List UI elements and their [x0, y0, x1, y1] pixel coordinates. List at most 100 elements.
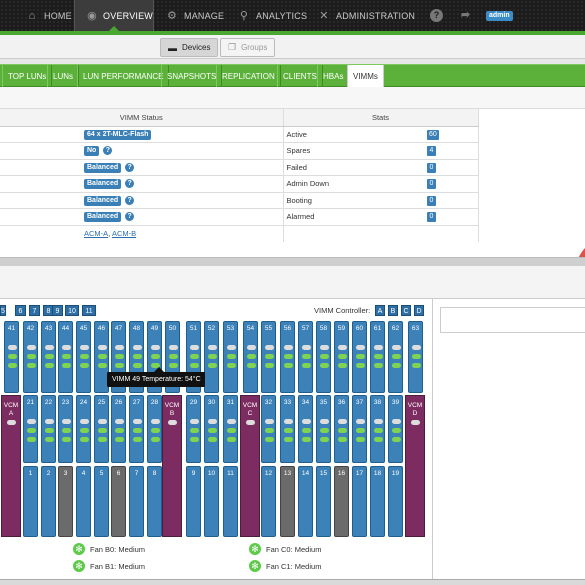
vimm-slot[interactable]: 22 [41, 395, 56, 463]
controller-c-button[interactable]: C [401, 305, 411, 316]
vimm-slot[interactable]: 4 [76, 466, 91, 537]
help-icon[interactable]: ? [125, 162, 135, 172]
tab-lun-performance[interactable]: LUN PERFORMANCE [77, 65, 170, 87]
vimm-slot[interactable]: 34 [298, 395, 313, 463]
vimm-slot[interactable]: 13 [280, 466, 295, 537]
vimm-slot[interactable]: 21 [23, 395, 38, 463]
controller-d-button[interactable]: D [414, 305, 424, 316]
vimm-slot[interactable]: 16 [334, 466, 349, 537]
vimm-slot[interactable]: 30 [204, 395, 219, 463]
vimm-slot[interactable]: 46 [94, 321, 109, 393]
controller-a-button[interactable]: A [375, 305, 385, 316]
tab-clients[interactable]: CLIENTS [277, 65, 323, 87]
tab-hbas[interactable]: HBAs [317, 65, 350, 87]
vimm-slot[interactable]: 52 [204, 321, 219, 393]
vimm-slot[interactable]: 8 [147, 466, 162, 537]
vimm-slot[interactable]: 29 [186, 395, 201, 463]
vimm-slot[interactable]: 26 [111, 395, 126, 463]
vimm-slot[interactable]: 42 [23, 321, 38, 393]
vimm-slot[interactable]: 58 [316, 321, 331, 393]
vcm-module[interactable]: VCM B [162, 395, 182, 537]
vimm-slot[interactable]: 15 [316, 466, 331, 537]
help-icon[interactable]: ? [125, 195, 135, 205]
tab-luns[interactable]: LUNs [47, 65, 80, 87]
vimm-slot[interactable]: 27 [129, 395, 144, 463]
nav-manage[interactable]: ⚙ MANAGE [166, 9, 225, 22]
acm-a-link[interactable]: ACM-A [84, 229, 109, 238]
vimm-slot[interactable]: 1 [23, 466, 38, 537]
help-icon[interactable]: ? [103, 146, 113, 156]
page-button[interactable]: 11 [82, 305, 96, 316]
vimm-slot[interactable]: 41 [4, 321, 19, 393]
page-button[interactable]: 6 [15, 305, 26, 316]
vimm-slot[interactable]: 17 [352, 466, 367, 537]
page-button[interactable]: 10 [65, 305, 79, 316]
vimm-slot[interactable]: 57 [298, 321, 313, 393]
vcm-module[interactable]: VCM A [1, 395, 21, 537]
tab-snapshots[interactable]: SNAPSHOTS [161, 65, 223, 87]
vcm-module[interactable]: VCM C [240, 395, 260, 537]
vimm-slot[interactable]: 10 [204, 466, 219, 537]
nav-administration[interactable]: ✕ ADMINISTRATION [319, 9, 416, 22]
vimm-slot[interactable]: 38 [370, 395, 385, 463]
stat-value[interactable]: 4 [427, 146, 436, 157]
devices-button[interactable]: ▬ Devices [160, 38, 219, 57]
vimm-slot[interactable]: 6 [111, 466, 126, 537]
vimm-slot[interactable]: 7 [129, 466, 144, 537]
tab-vimms[interactable]: VIMMs [347, 65, 384, 87]
vimm-slot[interactable]: 54 [243, 321, 258, 393]
vimm-slot[interactable]: 56 [280, 321, 295, 393]
vimm-slot[interactable]: 53 [223, 321, 238, 393]
vimm-slot[interactable]: 31 [223, 395, 238, 463]
bottom-scrollbar[interactable] [0, 579, 585, 585]
vimm-slot[interactable]: 55 [261, 321, 276, 393]
vimm-slot[interactable]: 62 [388, 321, 403, 393]
vimm-slot[interactable]: 63 [408, 321, 423, 393]
stat-value[interactable]: 0 [427, 195, 436, 206]
tab-replication[interactable]: REPLICATION [216, 65, 281, 87]
vimm-slot[interactable]: 5 [94, 466, 109, 537]
vimm-slot[interactable]: 25 [94, 395, 109, 463]
help-icon[interactable]: ? [125, 212, 135, 222]
vimm-slot[interactable]: 32 [261, 395, 276, 463]
vimm-slot[interactable]: 9 [186, 466, 201, 537]
controller-b-button[interactable]: B [388, 305, 398, 316]
vimm-slot[interactable]: 28 [147, 395, 162, 463]
nav-home[interactable]: ⌂ HOME [18, 0, 78, 31]
nav-analytics[interactable]: ⚲ ANALYTICS [239, 9, 308, 22]
stat-value[interactable]: 60 [427, 129, 439, 140]
vimm-slot[interactable]: 45 [76, 321, 91, 393]
vimm-slot[interactable]: 44 [58, 321, 73, 393]
vimm-slot[interactable]: 37 [352, 395, 367, 463]
help-icon[interactable]: ? [125, 179, 135, 189]
vimm-slot[interactable]: 18 [370, 466, 385, 537]
vimm-slot[interactable]: 12 [261, 466, 276, 537]
vimm-slot[interactable]: 61 [370, 321, 385, 393]
vimm-slot[interactable]: 3 [58, 466, 73, 537]
groups-button[interactable]: ❐ Groups [220, 38, 276, 57]
vimm-slot[interactable]: 35 [316, 395, 331, 463]
vcm-module[interactable]: VCM D [405, 395, 425, 537]
share-icon[interactable]: ➦ [460, 9, 471, 21]
vimm-slot[interactable]: 39 [388, 395, 403, 463]
vimm-slot[interactable]: 11 [223, 466, 238, 537]
vimm-slot[interactable]: 36 [334, 395, 349, 463]
vimm-slot[interactable]: 14 [298, 466, 313, 537]
stat-value[interactable]: 0 [427, 179, 436, 190]
page-button[interactable]: 5 [0, 305, 6, 316]
stat-value[interactable]: 0 [427, 212, 436, 223]
vimm-slot[interactable]: 33 [280, 395, 295, 463]
page-button[interactable]: 9 [52, 305, 63, 316]
vimm-slot[interactable]: 43 [41, 321, 56, 393]
nav-overview[interactable]: ◉ OVERVIEW [74, 0, 154, 32]
vimm-slot[interactable]: 19 [388, 466, 403, 537]
page-button[interactable]: 7 [29, 305, 40, 316]
help-icon[interactable]: ? [430, 9, 443, 22]
user-badge[interactable]: admin [486, 11, 513, 21]
vimm-slot[interactable]: 2 [41, 466, 56, 537]
tab-top-luns[interactable]: TOP LUNs [2, 65, 53, 87]
acm-b-link[interactable]: ACM-B [111, 229, 137, 238]
vimm-slot[interactable]: 60 [352, 321, 367, 393]
vimm-slot[interactable]: 24 [76, 395, 91, 463]
vimm-slot[interactable]: 23 [58, 395, 73, 463]
